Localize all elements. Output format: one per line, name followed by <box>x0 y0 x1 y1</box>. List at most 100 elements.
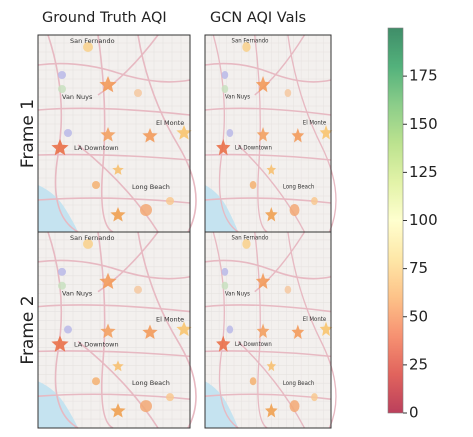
highway <box>137 34 197 233</box>
station-star <box>266 164 277 175</box>
station-marker <box>58 267 66 276</box>
highway <box>237 144 306 233</box>
station-marker <box>221 85 229 93</box>
station-star <box>51 139 69 156</box>
place-label: San Fernando <box>232 37 269 45</box>
station-star <box>256 127 270 142</box>
station-marker <box>58 281 66 290</box>
station-star <box>112 164 124 175</box>
colorbar-tick-label: 0 <box>409 404 419 422</box>
map-panel: San Fernando Van Nuys El Monte LA Downtown L… <box>204 34 337 233</box>
station-marker <box>134 89 142 97</box>
highway <box>97 231 114 429</box>
station-marker <box>242 42 251 52</box>
highway <box>254 34 268 233</box>
station-marker <box>92 377 100 386</box>
station-star <box>265 207 278 222</box>
map: San Fernando Van Nuys El Monte LA Downtown L… <box>37 34 197 233</box>
colorbar-tick-label: 100 <box>409 211 438 229</box>
map-panel: San Fernando Van Nuys El Monte LA Downtown L… <box>37 34 197 233</box>
place-label: El Monte <box>303 316 327 324</box>
highway <box>287 231 337 429</box>
station-marker <box>221 71 229 79</box>
station-marker <box>166 197 174 205</box>
place-label: San Fernando <box>232 234 269 242</box>
station-star <box>100 127 116 142</box>
station-star <box>255 76 271 93</box>
station-marker <box>83 42 93 52</box>
station-marker <box>249 181 257 189</box>
colorbar-tick-label: 75 <box>409 259 428 277</box>
station-marker <box>58 85 66 93</box>
station-marker <box>249 377 257 386</box>
map-panel: San Fernando Van Nuys El Monte LA Downtown L… <box>204 231 337 429</box>
highway <box>204 304 332 313</box>
station-star <box>99 76 117 93</box>
water <box>38 185 78 232</box>
highway <box>204 107 332 116</box>
station-marker <box>284 89 292 97</box>
place-label: Van Nuys <box>62 93 93 101</box>
station-star <box>51 335 69 352</box>
panel-frame <box>37 231 191 429</box>
station-star <box>255 272 271 290</box>
station-star <box>110 403 126 418</box>
column-title: Ground Truth AQI <box>42 10 167 26</box>
station-marker <box>242 238 251 249</box>
station-marker <box>221 267 229 276</box>
station-star <box>142 324 158 339</box>
highway <box>37 350 191 358</box>
station-star <box>110 207 126 222</box>
place-label: LA Downtown <box>235 144 272 152</box>
panel-frame <box>204 231 332 429</box>
place-label: LA Downtown <box>74 144 119 152</box>
highway <box>37 62 191 83</box>
station-star <box>216 139 231 156</box>
place-label: Long Beach <box>132 379 170 387</box>
station-marker <box>284 285 292 294</box>
place-label: Long Beach <box>283 379 315 387</box>
colorbar-tick-label: 50 <box>409 307 428 325</box>
place-label: San Fernando <box>70 37 115 45</box>
place-label: LA Downtown <box>235 341 272 349</box>
colorbar-tick-label: 175 <box>409 67 438 85</box>
row-label: Frame 2 <box>18 295 38 364</box>
station-marker <box>64 325 72 334</box>
station-star <box>112 360 124 372</box>
station-marker <box>92 181 100 189</box>
map: San Fernando Van Nuys El Monte LA Downtown L… <box>204 231 337 429</box>
row-label: Frame 1 <box>18 99 38 168</box>
station-star <box>99 272 117 290</box>
station-star <box>100 323 116 338</box>
water <box>205 381 239 428</box>
highway <box>77 144 159 233</box>
place-label: Long Beach <box>283 183 315 191</box>
highway <box>37 259 191 280</box>
station-star <box>265 403 278 418</box>
station-marker <box>83 238 93 249</box>
station-star <box>176 125 192 140</box>
highway <box>37 153 191 161</box>
station-marker <box>64 129 72 137</box>
station-marker <box>134 285 142 294</box>
station-star <box>176 321 192 336</box>
water <box>38 381 78 428</box>
highway <box>287 34 337 233</box>
station-star <box>319 125 333 140</box>
place-label: Van Nuys <box>225 93 250 101</box>
colorbar-tick-label: 25 <box>409 355 428 373</box>
map: San Fernando Van Nuys El Monte LA Downtown L… <box>37 231 197 429</box>
place-label: Van Nuys <box>225 290 250 298</box>
station-star <box>266 360 277 372</box>
colorbar <box>387 27 404 414</box>
highway <box>37 304 191 313</box>
station-star <box>319 321 333 336</box>
highway <box>97 34 114 233</box>
station-star <box>291 128 305 143</box>
highway <box>204 259 332 280</box>
station-marker <box>311 393 318 402</box>
station-marker <box>226 129 234 137</box>
column-title: GCN AQI Vals <box>210 10 306 26</box>
station-star <box>291 324 305 339</box>
station-marker <box>221 281 229 290</box>
